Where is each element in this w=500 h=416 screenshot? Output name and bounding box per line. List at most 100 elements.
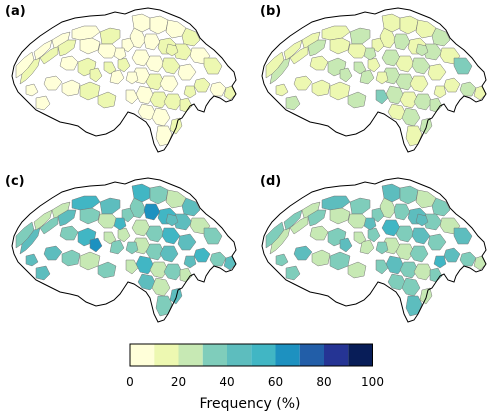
country-border bbox=[11, 7, 237, 153]
catchment-polygon bbox=[159, 245, 179, 263]
catchment-polygon bbox=[399, 91, 419, 109]
catchment-polygon bbox=[399, 261, 419, 279]
panel-label-c: (c) bbox=[5, 174, 25, 189]
catchment-polygon bbox=[103, 61, 117, 75]
catchment-polygon bbox=[145, 73, 165, 91]
catchment-polygon bbox=[155, 125, 173, 147]
catchment-polygon bbox=[129, 27, 147, 49]
catchment-polygon bbox=[183, 85, 197, 99]
catchment-polygon bbox=[415, 43, 429, 57]
colorbar-title: Frequency (%) bbox=[199, 396, 301, 412]
catchment-polygon bbox=[293, 245, 313, 261]
colorbar-bin bbox=[130, 344, 155, 366]
catchment-polygon bbox=[109, 69, 125, 85]
catchment-polygon bbox=[411, 227, 431, 245]
catchment-polygon bbox=[459, 251, 477, 267]
country-border bbox=[261, 177, 487, 323]
catchment-polygon bbox=[125, 71, 139, 85]
panel-d: (d) bbox=[250, 170, 500, 335]
catchment-polygon bbox=[121, 207, 135, 223]
catchment-polygon bbox=[413, 263, 433, 281]
catchment-polygon bbox=[453, 57, 473, 75]
colorbar-tick-60: 60 bbox=[267, 375, 284, 389]
catchment-polygon bbox=[35, 95, 51, 111]
catchment-polygon bbox=[131, 49, 151, 67]
colorbar-tick-80: 80 bbox=[316, 375, 332, 389]
switzerland-map-a bbox=[11, 7, 237, 153]
catchment-polygon bbox=[307, 39, 327, 57]
catchment-polygon bbox=[117, 227, 131, 243]
colorbar-bin bbox=[251, 344, 276, 366]
catchment-polygon bbox=[203, 57, 223, 75]
catchment-polygon bbox=[131, 219, 151, 237]
catchment-polygon bbox=[381, 49, 401, 67]
colorbar-bin bbox=[178, 344, 203, 366]
catchment-polygon bbox=[143, 203, 161, 221]
colorbar-bin bbox=[324, 344, 349, 366]
catchment-polygon bbox=[25, 83, 39, 97]
catchment-polygon bbox=[181, 27, 201, 47]
catchment-polygon bbox=[293, 75, 313, 91]
catchment-polygon bbox=[43, 245, 63, 261]
catchment-polygon bbox=[387, 103, 407, 121]
switzerland-map-d bbox=[261, 177, 487, 323]
catchment-polygon bbox=[57, 39, 77, 57]
catchment-polygon bbox=[57, 209, 77, 227]
catchment-polygon bbox=[339, 237, 353, 253]
catchment-polygon bbox=[143, 33, 161, 51]
catchment-polygon bbox=[145, 55, 165, 73]
catchment-polygon bbox=[359, 239, 375, 255]
catchment-polygon bbox=[61, 249, 81, 267]
catchment-polygon bbox=[269, 57, 291, 85]
catchment-polygon bbox=[399, 15, 419, 35]
catchment-polygon bbox=[71, 195, 101, 211]
catchment-polygon bbox=[431, 197, 451, 217]
colorbar-tick-40: 40 bbox=[219, 375, 235, 389]
catchment-polygon bbox=[113, 217, 127, 231]
catchment-polygon bbox=[289, 215, 309, 235]
catchment-polygon bbox=[413, 93, 433, 111]
catchment-polygon bbox=[353, 231, 367, 245]
catchment-polygon bbox=[33, 209, 53, 231]
catchment-polygon bbox=[59, 225, 79, 241]
catchment-polygon bbox=[431, 27, 451, 47]
catchment-polygon bbox=[161, 227, 181, 245]
catchment-polygon bbox=[311, 79, 331, 97]
catchment-polygon bbox=[375, 241, 389, 255]
catchment-polygon bbox=[473, 255, 487, 271]
catchment-polygon bbox=[363, 47, 377, 61]
catchment-polygon bbox=[415, 213, 429, 227]
catchment-polygon bbox=[125, 259, 139, 275]
catchment-polygon bbox=[409, 75, 429, 93]
catchment-polygon bbox=[117, 57, 131, 73]
colorbar-scale bbox=[129, 343, 373, 367]
catchment-polygon bbox=[427, 63, 447, 81]
catchment-polygon bbox=[19, 227, 41, 255]
catchment-polygon bbox=[395, 225, 415, 243]
catchment-polygon bbox=[79, 37, 101, 55]
catchment-polygon bbox=[165, 213, 179, 227]
catchment-polygon bbox=[121, 37, 135, 53]
switzerland-map-c bbox=[11, 177, 237, 323]
catchment-polygon bbox=[379, 197, 397, 219]
catchment-polygon bbox=[309, 55, 329, 71]
colorbar-frame bbox=[129, 343, 373, 367]
panel-label-d: (d) bbox=[260, 174, 282, 189]
catchment-polygon bbox=[149, 91, 169, 109]
catchment-polygon bbox=[89, 67, 103, 83]
catchment-polygon bbox=[285, 265, 301, 281]
catchment-polygon bbox=[405, 295, 423, 317]
panel-label-a: (a) bbox=[5, 4, 26, 19]
switzerland-map-b bbox=[261, 7, 487, 153]
catchment-polygon bbox=[79, 207, 101, 225]
catchment-polygon bbox=[275, 83, 289, 97]
catchment-polygon bbox=[371, 37, 385, 53]
catchment-polygon bbox=[137, 273, 157, 291]
catchment-polygon bbox=[223, 255, 237, 271]
catchment-polygon bbox=[275, 253, 289, 267]
colorbar-bin bbox=[299, 344, 324, 366]
catchment-polygon bbox=[163, 263, 183, 281]
catchment-polygon bbox=[149, 15, 169, 35]
catchment-polygon bbox=[363, 217, 377, 231]
country-border bbox=[261, 7, 487, 153]
